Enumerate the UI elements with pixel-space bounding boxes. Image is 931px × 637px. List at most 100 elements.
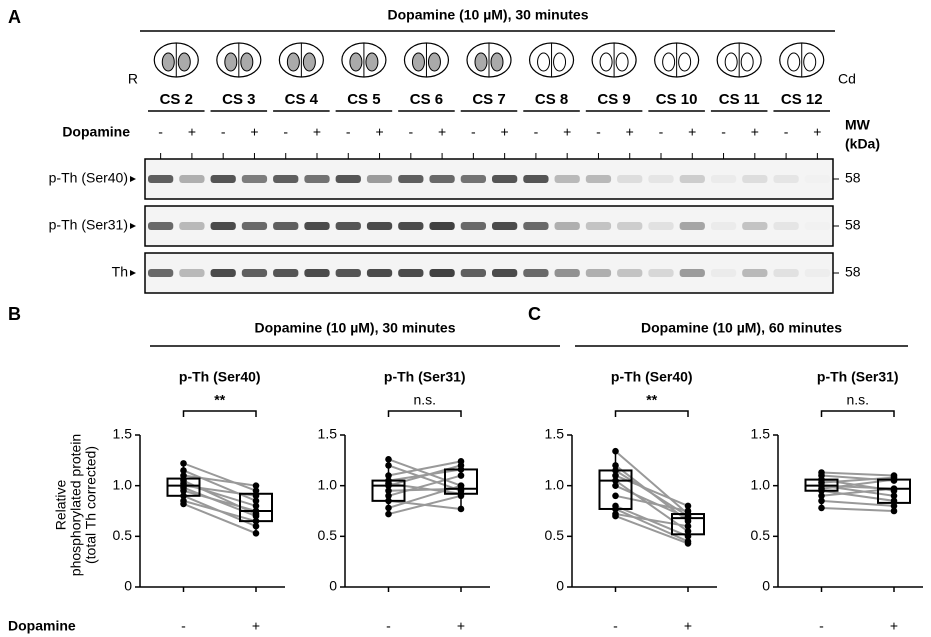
band — [148, 175, 174, 183]
band — [210, 175, 236, 183]
point — [612, 477, 619, 484]
band — [679, 175, 705, 183]
end-label: Cd — [838, 71, 856, 87]
point — [180, 487, 187, 495]
mw-label: 58 — [845, 170, 861, 186]
striatum — [740, 52, 754, 72]
mw-header: MW — [845, 117, 871, 133]
x-tick-label: + — [252, 618, 260, 634]
point — [684, 507, 692, 515]
band — [804, 175, 830, 183]
condition-label: - — [471, 124, 476, 140]
band — [648, 222, 674, 230]
point — [818, 504, 825, 512]
pair-line — [614, 450, 689, 515]
band — [710, 269, 737, 277]
condition-label: - — [408, 124, 413, 140]
point — [612, 447, 619, 455]
condition-label: - — [346, 124, 351, 140]
band — [742, 269, 768, 277]
pair-line — [388, 458, 462, 487]
band — [554, 222, 580, 230]
striatum — [161, 52, 175, 72]
y-tick-label: 1.5 — [545, 426, 565, 442]
pair-line — [183, 469, 257, 502]
band — [523, 175, 549, 183]
band — [273, 269, 299, 277]
y-tick-label: 1.0 — [318, 476, 338, 492]
band — [304, 222, 330, 230]
section-label: CS 8 — [535, 91, 568, 108]
point — [180, 492, 187, 500]
point — [684, 514, 692, 522]
band — [335, 175, 361, 183]
significance-bracket — [614, 410, 689, 417]
pair-line — [821, 487, 895, 497]
point — [612, 482, 619, 489]
point — [252, 517, 260, 525]
significance-label: n.s. — [846, 392, 869, 408]
point — [385, 487, 392, 495]
point — [612, 472, 619, 479]
band — [617, 222, 643, 230]
band — [648, 269, 674, 277]
band — [773, 222, 799, 230]
band — [773, 175, 799, 183]
band — [304, 269, 330, 277]
row-arrow — [130, 223, 136, 229]
striatum — [787, 52, 801, 72]
y-tick-label: 1.5 — [318, 426, 338, 442]
point — [385, 456, 392, 463]
condition-label: + — [375, 124, 383, 140]
x-tick-label: + — [457, 618, 465, 634]
point — [890, 485, 898, 493]
point — [612, 467, 619, 474]
x-tick-label: + — [890, 618, 898, 634]
y-tick-label: 0.5 — [751, 527, 771, 543]
pair-line — [388, 464, 462, 492]
striatum — [662, 52, 676, 72]
condition-label: - — [534, 124, 539, 140]
condition-label: + — [813, 124, 821, 140]
band — [429, 222, 455, 230]
pair-line — [183, 489, 257, 512]
section-label: CS 7 — [472, 91, 505, 108]
row-label: p-Th (Ser31) — [49, 217, 128, 233]
pair-line — [183, 462, 257, 492]
band — [148, 222, 174, 230]
band — [241, 175, 268, 183]
band — [179, 269, 205, 277]
pair-line — [388, 460, 462, 477]
condition-label: - — [659, 124, 664, 140]
point — [457, 462, 465, 469]
point — [890, 507, 898, 515]
pair-line — [821, 478, 895, 490]
section-label: CS 10 — [656, 91, 698, 108]
band — [398, 222, 424, 230]
section-label: CS 9 — [597, 91, 630, 108]
point — [385, 510, 392, 518]
band — [210, 222, 236, 230]
point — [890, 492, 898, 500]
treatment-label: Dopamine — [62, 124, 130, 140]
point — [457, 482, 465, 489]
y-tick-label: 0 — [556, 578, 564, 594]
point — [385, 492, 392, 500]
band — [742, 222, 768, 230]
mw-header: (kDa) — [845, 136, 880, 152]
point — [818, 487, 825, 495]
x-tick-label: - — [613, 618, 618, 634]
pair-line — [183, 499, 257, 523]
panel-label: B — [8, 304, 21, 324]
point — [612, 505, 619, 513]
point — [684, 527, 692, 535]
mw-label: 58 — [845, 217, 861, 233]
point — [890, 476, 898, 483]
pair-line — [821, 489, 895, 502]
condition-label: - — [784, 124, 789, 140]
pair-line — [821, 499, 895, 507]
point — [612, 492, 619, 500]
y-tick-label: 1.5 — [751, 426, 771, 442]
band — [179, 222, 205, 230]
point — [818, 492, 825, 500]
